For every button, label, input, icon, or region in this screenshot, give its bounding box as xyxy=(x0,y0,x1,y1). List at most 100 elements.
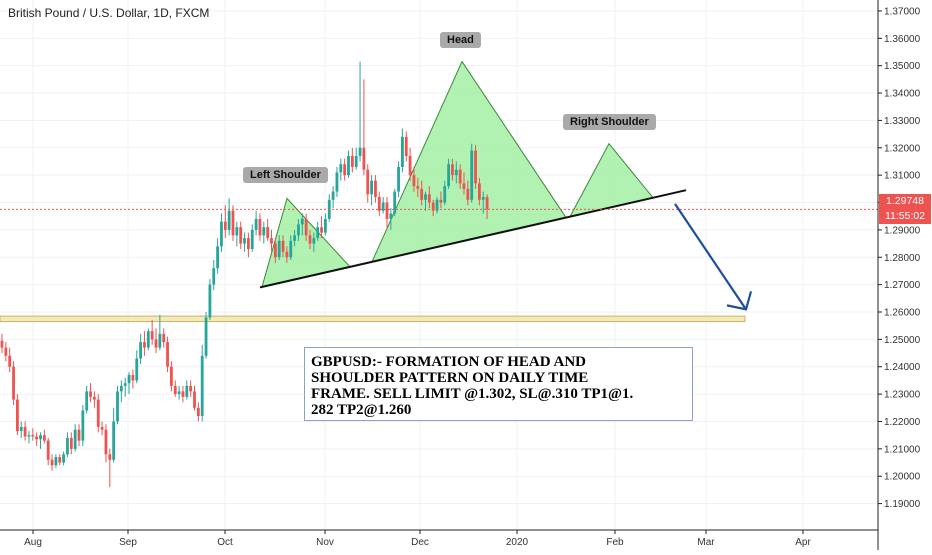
overlays xyxy=(0,189,878,311)
candle xyxy=(4,342,8,362)
right-shoulder-label: Right Shoulder xyxy=(563,114,656,130)
candle-body xyxy=(112,421,116,460)
trade-note: GBPUSD:- FORMATION OF HEAD AND SHOULDER … xyxy=(304,347,693,421)
candle xyxy=(39,432,42,449)
candle xyxy=(262,221,266,244)
candle xyxy=(108,448,112,488)
price-tick-label: 1.29000 xyxy=(884,225,921,236)
candle xyxy=(447,158,450,189)
candle-body xyxy=(254,218,258,230)
candle-body xyxy=(166,342,169,367)
price-tick-label: 1.19000 xyxy=(884,499,921,510)
candle-body xyxy=(223,221,227,230)
candle xyxy=(374,175,377,203)
projection-arrow-head xyxy=(726,291,753,311)
candle xyxy=(289,235,293,260)
candle xyxy=(119,380,123,403)
candle-body xyxy=(247,238,250,250)
candle-body xyxy=(393,191,397,214)
candles xyxy=(0,61,489,488)
candle-body xyxy=(408,156,412,176)
candle xyxy=(42,429,46,444)
candle-body xyxy=(374,180,377,198)
candle xyxy=(200,344,204,422)
candle xyxy=(424,191,427,211)
candle xyxy=(466,180,470,206)
candle xyxy=(485,194,489,219)
candle-body xyxy=(281,240,285,252)
candle-body xyxy=(270,238,273,244)
price-tick-label: 1.31000 xyxy=(884,171,921,182)
price-axis[interactable]: 1.19000 1.20000 1.21000 1.22000 1.23000 1.240… xyxy=(877,0,921,550)
candle xyxy=(58,454,62,466)
candle xyxy=(212,260,216,291)
candle xyxy=(170,361,173,392)
candle xyxy=(189,380,193,397)
candle xyxy=(223,205,227,239)
candle-body xyxy=(146,331,150,348)
candle-body xyxy=(123,383,127,386)
time-tick-label: 2020 xyxy=(506,537,529,548)
candle xyxy=(96,394,100,433)
candle xyxy=(254,210,258,236)
candle-body xyxy=(262,227,266,236)
candle xyxy=(62,451,65,466)
candle xyxy=(89,383,92,403)
candle-body xyxy=(227,210,231,230)
time-axis[interactable]: Aug Sep Oct Nov Dec 2020 Feb Mar Apr xyxy=(0,529,878,548)
candle xyxy=(385,197,389,230)
candle-body xyxy=(200,355,204,416)
candle xyxy=(266,218,270,241)
candle xyxy=(146,328,150,351)
candle-body xyxy=(96,399,100,427)
candle xyxy=(431,199,435,217)
candle-body xyxy=(81,410,85,441)
candle xyxy=(350,147,354,173)
candle-body xyxy=(381,202,385,211)
candle-body xyxy=(158,333,162,348)
candle-body xyxy=(339,164,343,173)
candle xyxy=(127,372,131,395)
candle-body xyxy=(366,169,370,195)
candle xyxy=(35,432,39,447)
candle-body xyxy=(343,164,347,176)
candle-body xyxy=(162,333,166,343)
candle xyxy=(401,128,404,173)
candle-body xyxy=(46,440,50,460)
candle-body xyxy=(150,331,154,340)
countdown-badge: 11:55:02 xyxy=(879,209,931,224)
candle xyxy=(177,385,181,400)
candle xyxy=(324,213,327,236)
candle-body xyxy=(431,202,435,211)
candle xyxy=(377,191,381,217)
candle xyxy=(250,224,254,252)
candle xyxy=(8,347,12,373)
price-tick-label: 1.21000 xyxy=(884,444,921,455)
price-tick-label: 1.24000 xyxy=(884,362,921,373)
price-tick-label: 1.22000 xyxy=(884,417,921,428)
price-tick-label: 1.25000 xyxy=(884,335,921,346)
candle xyxy=(220,213,223,252)
candle xyxy=(46,437,50,466)
support-zone xyxy=(0,315,746,323)
candle-body xyxy=(189,385,193,392)
candle-body xyxy=(401,136,404,167)
candle-body xyxy=(312,238,316,244)
candle-body xyxy=(42,435,46,441)
time-tick-label: Feb xyxy=(606,537,624,548)
candle-body xyxy=(104,429,108,455)
candle xyxy=(143,331,146,356)
candle-body xyxy=(289,240,293,258)
current-price-badge: 1.29748 xyxy=(879,194,931,209)
candle xyxy=(427,186,431,208)
candle xyxy=(69,432,73,455)
candle xyxy=(196,402,200,422)
candle-body xyxy=(427,194,431,203)
left-shoulder-label: Left Shoulder xyxy=(243,167,328,183)
candle-body xyxy=(389,213,393,219)
candle xyxy=(77,424,81,447)
candle xyxy=(150,320,154,345)
candle xyxy=(462,172,466,195)
candle xyxy=(193,385,196,411)
candle-body xyxy=(481,197,485,200)
